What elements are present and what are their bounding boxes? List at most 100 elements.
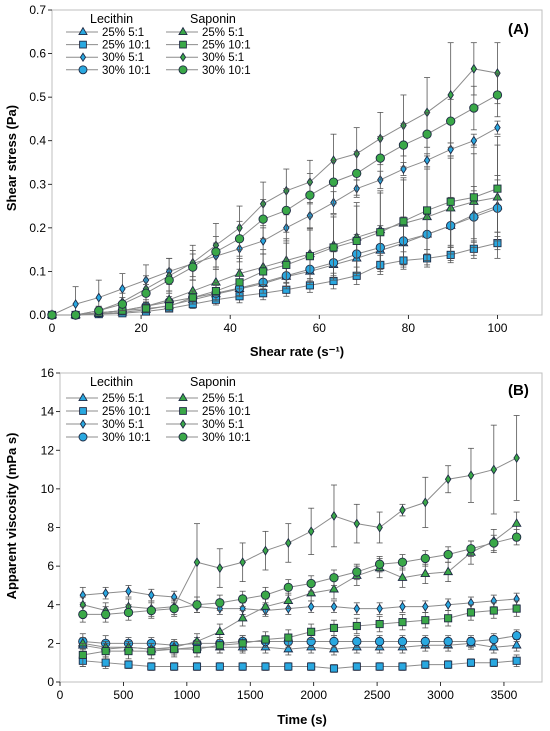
panel-a-legend-entry: 30% 5:1 bbox=[66, 52, 144, 64]
panel-a-data-point bbox=[258, 214, 268, 224]
panel-b-data-point bbox=[147, 662, 156, 671]
panel-a-legend-label: 30% 10:1 bbox=[102, 65, 151, 77]
panel-b-legend-label: 25% 10:1 bbox=[202, 406, 251, 418]
panel-a-legend-entry: 25% 10:1 bbox=[166, 40, 251, 52]
panel-b-data-point bbox=[398, 618, 407, 627]
panel-a-y-axis-label: Shear stress (Pa) bbox=[4, 105, 19, 211]
panel-a-data-point bbox=[305, 190, 315, 200]
panel-a-data-point bbox=[328, 177, 339, 187]
panel-a-data-point bbox=[47, 310, 57, 320]
panel-b-data-point bbox=[238, 662, 247, 671]
panel-b-data-point bbox=[443, 549, 453, 560]
panel-b-series-7 bbox=[78, 529, 522, 623]
panel-b-x-tick-label: 3500 bbox=[491, 688, 518, 702]
panel-b-legend-marker bbox=[179, 407, 187, 415]
panel-a-data-point bbox=[141, 288, 151, 298]
panel-b-legend-marker bbox=[178, 392, 188, 401]
panel-a-x-tick-label: 80 bbox=[402, 321, 416, 335]
panel-b-data-point bbox=[397, 557, 408, 567]
panel-a-legend-entry: 30% 5:1 bbox=[166, 52, 244, 64]
panel-b-legend-label: 30% 10:1 bbox=[102, 432, 151, 444]
panel-a-data-point bbox=[188, 262, 198, 272]
panel-b-data-point bbox=[352, 662, 361, 671]
panel-b-x-tick-label: 1000 bbox=[173, 688, 200, 702]
panel-a-legend-marker bbox=[79, 40, 87, 49]
panel-b-data-point bbox=[307, 662, 316, 671]
panel-b-data-point bbox=[215, 641, 224, 650]
panel-b-legend-label: 25% 10:1 bbox=[102, 406, 151, 418]
panel-b-data-point bbox=[397, 636, 408, 647]
panel-a-data-point bbox=[117, 299, 128, 309]
panel-b-data-point bbox=[374, 559, 385, 569]
panel-b-data-point bbox=[513, 452, 520, 464]
panel-b-data-point bbox=[285, 537, 292, 548]
panel-b-data-point bbox=[443, 566, 454, 576]
panel-a-y-tick-label: 0.1 bbox=[29, 264, 46, 278]
panel-b-x-tick-label: 1500 bbox=[237, 688, 264, 702]
panel-b-data-point bbox=[169, 603, 179, 614]
panel-a-data-point bbox=[423, 155, 431, 166]
panel-b-legend-entry: 25% 5:1 bbox=[66, 392, 144, 405]
panel-b-data-point bbox=[170, 645, 179, 654]
panel-a-legend-label: 25% 5:1 bbox=[202, 27, 244, 39]
panel-a-legend-label: 30% 5:1 bbox=[202, 52, 244, 64]
panel-b-data-point bbox=[376, 522, 383, 533]
panel-a-data-point bbox=[422, 129, 432, 139]
panel-a-x-axis-label: Shear rate (s⁻¹) bbox=[250, 344, 344, 359]
panel-a-legend-label: 30% 5:1 bbox=[102, 52, 144, 64]
panel-a-legend-header-saponin: Saponin bbox=[190, 12, 236, 26]
panel-a-series-line bbox=[52, 68, 498, 316]
panel-a-data-point bbox=[446, 197, 455, 206]
panel-b-data-point bbox=[466, 608, 476, 617]
panel-a-legend-header-lecithin: Lecithin bbox=[90, 12, 133, 26]
panel-b-data-point bbox=[78, 650, 87, 660]
panel-b-data-point bbox=[306, 578, 316, 589]
panel-b-data-point bbox=[466, 658, 476, 667]
panel-b-data-point bbox=[329, 664, 339, 673]
panel-a-data-point bbox=[305, 252, 314, 261]
panel-b-data-point bbox=[420, 636, 430, 647]
panel-b-data-point bbox=[422, 497, 429, 508]
panel-b-data-point bbox=[511, 639, 522, 649]
panel-b-data-point bbox=[489, 658, 498, 667]
panel-b-data-point bbox=[398, 662, 407, 671]
panel-b-legend-header-saponin: Saponin bbox=[190, 375, 236, 389]
panel-a-data-point bbox=[70, 310, 81, 320]
panel-a-data-point bbox=[211, 286, 220, 296]
panel-a-data-point bbox=[493, 184, 502, 193]
panel-a-legend-label: 25% 10:1 bbox=[202, 40, 251, 52]
panel-b-data-point bbox=[329, 583, 339, 593]
panel-b-data-point bbox=[353, 518, 361, 529]
panel-a-x-tick-label: 60 bbox=[313, 321, 327, 335]
panel-b-data-point bbox=[511, 631, 522, 641]
panel-b-data-point bbox=[512, 656, 521, 665]
panel-b-legend-entry: 30% 5:1 bbox=[66, 419, 144, 431]
panel-b-data-point bbox=[444, 660, 453, 669]
panel-b-y-tick-label: 2 bbox=[47, 636, 54, 650]
panel-b-data-point bbox=[192, 600, 202, 610]
panel-b-data-point bbox=[283, 595, 294, 605]
panel-b-data-point bbox=[443, 636, 453, 647]
panel-b-data-point bbox=[489, 634, 499, 645]
panel-b-data-point bbox=[215, 662, 224, 671]
panel-a-data-point bbox=[399, 217, 408, 226]
panel-a-y-tick-label: 0.2 bbox=[29, 221, 46, 235]
panel-b-data-point bbox=[283, 582, 293, 593]
panel-b-data-point bbox=[192, 662, 202, 671]
panel-a-legend-marker bbox=[79, 52, 87, 63]
panel-b-legend-marker bbox=[178, 432, 188, 442]
panel-a-data-point bbox=[423, 206, 432, 215]
panel-b-data-point bbox=[444, 599, 452, 610]
panel-b-data-point bbox=[329, 623, 339, 632]
panel-a-series-5 bbox=[47, 144, 502, 320]
panel-b-legend-entry: 25% 10:1 bbox=[66, 406, 151, 418]
panel-a-y-tick-label: 0.4 bbox=[29, 134, 46, 148]
panel-b-data-point bbox=[374, 636, 385, 647]
panel-a-data-point bbox=[376, 228, 385, 237]
panel-b-data-point bbox=[306, 587, 317, 597]
panel-a-legend-label: 25% 10:1 bbox=[102, 40, 151, 52]
panel-b-data-point bbox=[352, 636, 362, 647]
panel-b-data-point bbox=[397, 572, 408, 581]
panel-a-y-tick-label: 0.3 bbox=[29, 177, 46, 191]
panel-b-data-point bbox=[260, 590, 271, 600]
